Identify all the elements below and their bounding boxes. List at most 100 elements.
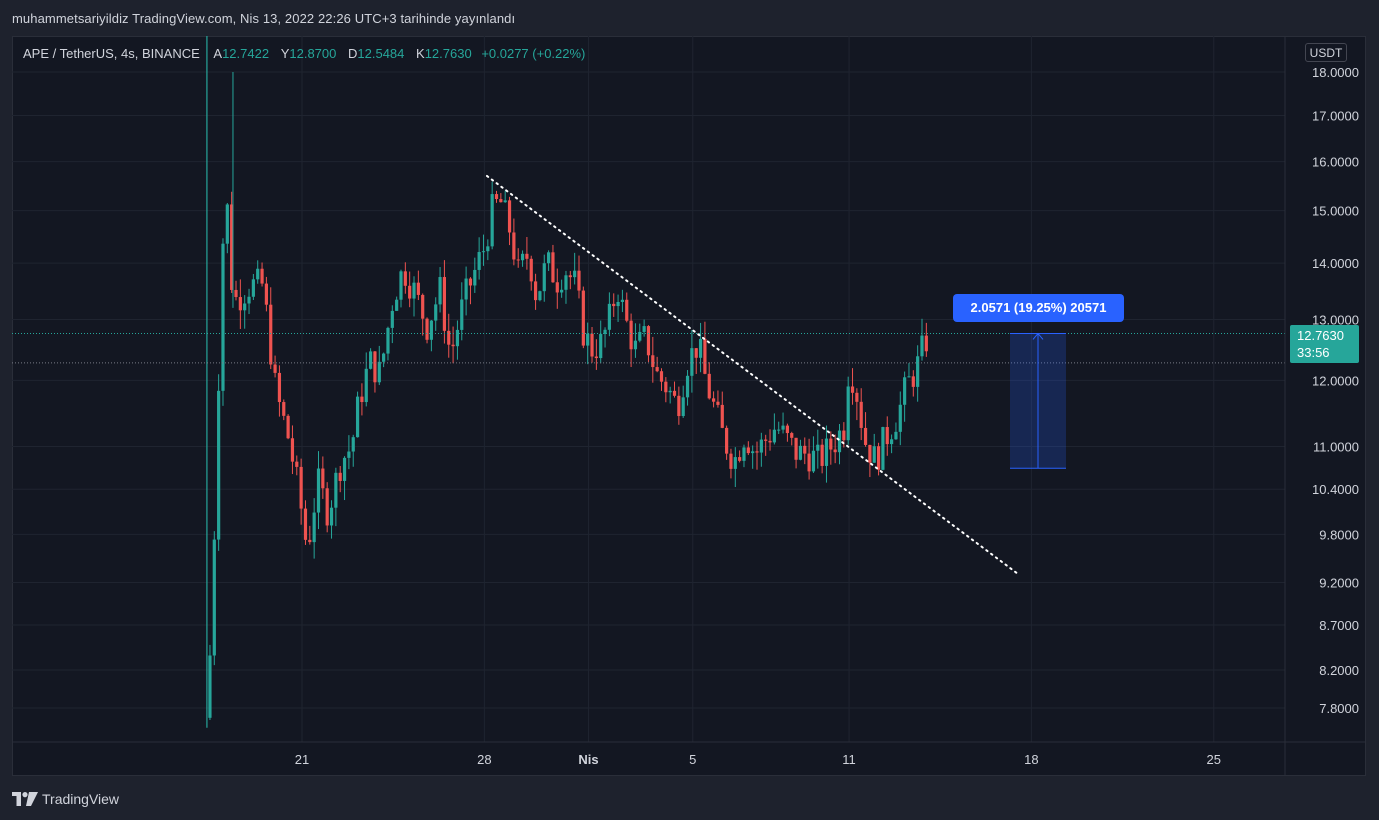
candle-body xyxy=(677,395,681,417)
time-axis[interactable]: 21 28 Nis 5 11 18 25 xyxy=(12,741,1366,767)
last-price-tag: 12.7630 33:56 xyxy=(1290,325,1359,363)
candle-body xyxy=(347,451,351,458)
candle-body xyxy=(659,371,664,382)
candle-body xyxy=(325,488,329,526)
candle-body xyxy=(629,320,633,350)
candle-body xyxy=(403,271,407,286)
candle-body xyxy=(377,361,381,383)
candle-body xyxy=(772,429,776,443)
candle xyxy=(850,368,855,405)
candle-body xyxy=(308,539,312,543)
candle-body xyxy=(790,433,794,438)
candle xyxy=(646,325,651,362)
candle-body xyxy=(638,331,642,341)
x-tick-label: 28 xyxy=(477,752,491,767)
candle-body xyxy=(907,376,911,378)
published-text: muhammetsariyildiz TradingView.com, Nis … xyxy=(12,11,516,26)
candle xyxy=(238,279,242,329)
candle-body xyxy=(303,508,308,540)
candle-body xyxy=(390,310,394,328)
candle xyxy=(360,383,364,416)
candle-body xyxy=(785,425,789,434)
candle xyxy=(620,289,625,313)
open-label: A xyxy=(213,46,223,61)
candle xyxy=(690,330,694,393)
candle xyxy=(794,437,798,469)
candle xyxy=(425,317,429,344)
candle-body xyxy=(612,303,616,307)
candle xyxy=(829,431,833,465)
candle-body xyxy=(438,277,442,305)
candle-body xyxy=(586,333,590,346)
candle xyxy=(742,444,746,468)
symbol-name[interactable]: APE / TetherUS, 4s, BINANCE xyxy=(23,46,200,61)
currency-button[interactable]: USDT xyxy=(1305,43,1347,62)
candle-body xyxy=(620,299,625,302)
candle-body xyxy=(846,386,850,441)
candle xyxy=(494,190,499,203)
candle xyxy=(533,273,538,310)
candle-body xyxy=(889,439,894,445)
candle xyxy=(916,345,920,402)
candle-body xyxy=(616,301,620,307)
candle xyxy=(798,439,803,461)
overlays xyxy=(12,174,1285,576)
candle-body xyxy=(264,283,268,305)
candle-body xyxy=(538,291,542,301)
candle xyxy=(659,368,664,391)
candle-body xyxy=(238,297,242,311)
candle-body xyxy=(386,327,390,354)
candle-body xyxy=(876,446,881,470)
candle-body xyxy=(399,271,403,300)
candle-body xyxy=(551,252,555,283)
candle xyxy=(486,239,490,261)
candle-body xyxy=(269,304,273,365)
candle xyxy=(777,421,781,434)
candle-body xyxy=(273,364,277,373)
candle-body xyxy=(811,450,816,472)
candle-body xyxy=(555,282,559,293)
candle-body xyxy=(412,282,416,299)
high-label: Y xyxy=(280,46,290,61)
candle-body xyxy=(894,431,898,440)
close-value: 12.7630 xyxy=(424,46,472,61)
candle xyxy=(668,386,672,404)
price-chart[interactable]: 18.0000 17.0000 16.0000 15.0000 14.0000 13.00… xyxy=(12,36,1366,776)
candle-body xyxy=(794,437,798,460)
tradingview-logo-icon[interactable] xyxy=(12,792,38,806)
candle-body xyxy=(547,252,551,264)
close-label: K xyxy=(416,46,425,61)
candle-body xyxy=(868,444,872,463)
candle xyxy=(785,423,789,442)
candle xyxy=(586,322,590,365)
candle xyxy=(581,286,585,349)
change-value: +0.0277 (+0.22%) xyxy=(481,46,586,61)
candle-body xyxy=(334,472,338,508)
footer-brand[interactable]: TradingView xyxy=(42,791,120,807)
candle xyxy=(481,234,486,266)
y-tick-label: 10.4000 xyxy=(1312,482,1359,497)
candle-body xyxy=(486,246,490,252)
candle xyxy=(642,319,646,337)
candle-body xyxy=(382,353,386,362)
candle-body xyxy=(698,338,703,358)
candle-body xyxy=(859,401,863,428)
candle-body xyxy=(781,425,785,430)
candle xyxy=(599,320,603,364)
candle xyxy=(395,296,399,311)
price-axis[interactable]: 18.0000 17.0000 16.0000 15.0000 14.0000 13.00… xyxy=(1284,36,1359,776)
candle-body xyxy=(338,472,342,481)
candle xyxy=(547,250,551,271)
candle-body xyxy=(364,368,368,403)
candle xyxy=(664,377,668,403)
candle xyxy=(342,456,347,501)
candle xyxy=(230,191,234,293)
candle-body xyxy=(768,440,772,443)
candle-body xyxy=(837,430,842,453)
candle-body xyxy=(903,377,907,405)
candle xyxy=(460,282,464,341)
candle xyxy=(416,270,420,301)
candle-body xyxy=(664,381,668,393)
candle xyxy=(807,438,811,480)
candle-body xyxy=(577,270,581,291)
